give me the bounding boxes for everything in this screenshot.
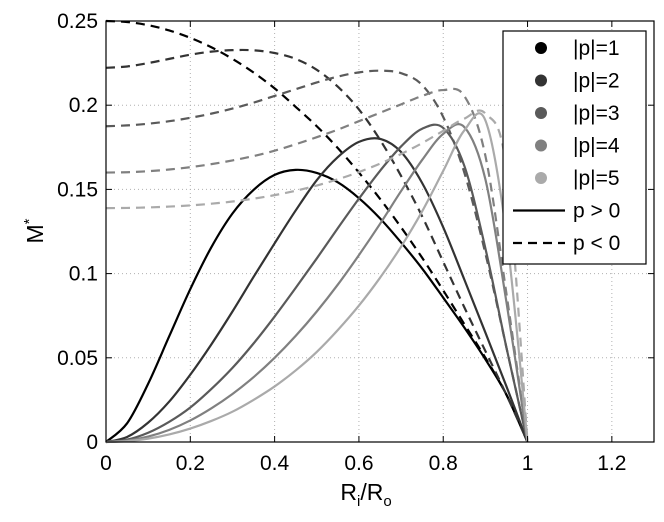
- axis-ticks: 0 0.2 0.4 0.6 0.8 1 1.2 0 0.05 0.1 0.15 0.2 0.25: [57, 10, 654, 475]
- series-line-p1-negative: [105, 19, 529, 443]
- series-line-p1-positive: [105, 168, 529, 443]
- legend-label: |p|=2: [573, 70, 620, 93]
- legend: |p|=1 |p|=2 |p|=3 |p|=4 |p|=5 p > 0 p < 0: [502, 30, 647, 265]
- x-tick-label: 0.4: [260, 452, 290, 475]
- y-axis-label-sup: *: [21, 218, 38, 224]
- y-tick-label: 0.05: [57, 347, 98, 370]
- legend-label: p < 0: [573, 232, 620, 255]
- y-tick-label: 0.15: [57, 178, 98, 201]
- x-tick-label: 0.2: [176, 452, 205, 475]
- x-axis-label-sub1: i: [357, 493, 360, 510]
- x-tick-label: 0.8: [429, 452, 458, 475]
- legend-marker-dot: [535, 139, 547, 152]
- legend-item: p > 0: [513, 200, 620, 223]
- svg-text:M*: M*: [21, 218, 48, 243]
- x-tick-label: 1.2: [597, 452, 626, 475]
- y-tick-label: 0.25: [57, 10, 98, 33]
- x-axis-label: Ri/Ro: [340, 479, 391, 510]
- legend-item: |p|=5: [535, 167, 620, 190]
- legend-label: |p|=5: [573, 167, 620, 190]
- x-axis-label-main: R: [340, 479, 357, 505]
- y-axis-label-main: M: [22, 224, 48, 243]
- legend-marker-dot: [535, 42, 547, 54]
- legend-item: |p|=3: [535, 102, 620, 125]
- series-line-p4-positive: [105, 123, 529, 444]
- legend-marker-dot: [535, 74, 547, 87]
- legend-label: |p|=4: [573, 135, 620, 158]
- plot-frame: [105, 20, 655, 443]
- x-tick-label: 0: [100, 452, 112, 475]
- series-line-p4-negative: [105, 87, 529, 443]
- y-tick-label: 0.2: [69, 94, 98, 117]
- legend-box: [502, 30, 647, 265]
- y-axis-label: M*: [21, 218, 48, 243]
- x-axis-label-sub2: o: [383, 493, 391, 510]
- series-line-p5-positive: [105, 112, 529, 444]
- legend-marker-dot: [535, 172, 547, 184]
- legend-label: |p|=3: [573, 102, 620, 125]
- y-tick-label: 0.1: [69, 263, 98, 286]
- series-line-p2-positive: [105, 137, 529, 444]
- legend-item: p < 0: [513, 232, 620, 255]
- series-group: [105, 19, 529, 444]
- x-tick-label: 0.6: [344, 452, 373, 475]
- legend-item: |p|=1: [535, 37, 620, 60]
- legend-item: |p|=2: [535, 70, 620, 93]
- series-line-p2-negative: [105, 48, 529, 443]
- x-tick-label: 1: [522, 452, 534, 475]
- legend-label: |p|=1: [573, 37, 620, 60]
- y-tick-label: 0: [86, 431, 98, 454]
- legend-marker-dot: [535, 107, 547, 119]
- legend-label: p > 0: [573, 200, 620, 223]
- legend-item: |p|=4: [535, 135, 620, 158]
- series-line-p3-positive: [105, 123, 529, 444]
- x-axis-label-sep: /R: [360, 479, 383, 505]
